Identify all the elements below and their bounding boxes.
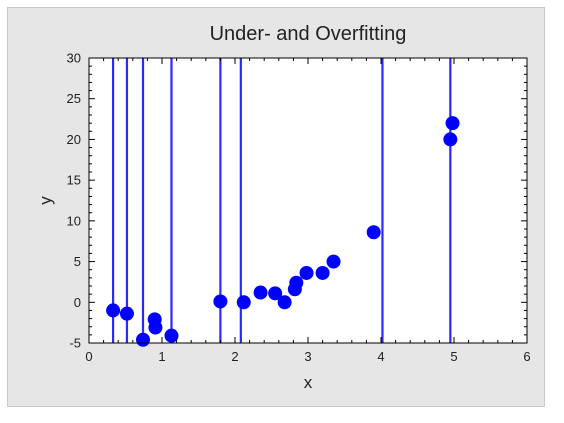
y-tick-label: 10 bbox=[67, 213, 81, 228]
x-tick-label: 2 bbox=[231, 349, 238, 364]
data-point-9 bbox=[268, 286, 283, 301]
data-point-10 bbox=[277, 295, 292, 310]
x-tick-label: 4 bbox=[377, 349, 384, 364]
data-point-17 bbox=[443, 132, 458, 147]
data-point-15 bbox=[326, 254, 341, 269]
chart-title: Under- and Overfitting bbox=[210, 23, 407, 45]
data-point-13 bbox=[299, 265, 314, 280]
data-point-8 bbox=[253, 285, 268, 300]
data-point-5 bbox=[164, 328, 179, 343]
data-point-4 bbox=[148, 320, 163, 335]
y-tick-label: -5 bbox=[69, 336, 81, 351]
y-tick-label: 25 bbox=[67, 91, 81, 106]
chart-figure: Under- and Overfitting 0 1 2 3 4 5 6 -5 0 5 10 15 20… bbox=[7, 7, 545, 407]
x-tick-label: 5 bbox=[450, 349, 457, 364]
y-tick-label: 30 bbox=[67, 51, 81, 66]
y-axis-label: y bbox=[36, 196, 55, 205]
data-point-1 bbox=[119, 306, 134, 321]
chart-svg: Under- and Overfitting 0 1 2 3 4 5 6 -5 0 5 10 15 20… bbox=[36, 23, 531, 392]
x-tick-label: 1 bbox=[158, 349, 165, 364]
x-axis-label: x bbox=[304, 373, 313, 392]
plot-border bbox=[88, 57, 528, 344]
plot-area bbox=[88, 57, 528, 344]
vertical-lines-layer bbox=[111, 58, 452, 343]
y-tick-label: 0 bbox=[74, 295, 81, 310]
data-point-14 bbox=[315, 265, 330, 280]
x-tick-label: 3 bbox=[304, 349, 311, 364]
data-point-0 bbox=[106, 303, 121, 318]
x-tick-label: 6 bbox=[523, 349, 530, 364]
data-point-7 bbox=[236, 295, 251, 310]
data-point-18 bbox=[445, 116, 460, 131]
data-point-16 bbox=[366, 225, 381, 240]
x-tick-label: 0 bbox=[85, 349, 92, 364]
y-tick-label: 15 bbox=[67, 173, 81, 188]
data-point-6 bbox=[213, 294, 228, 309]
data-point-12 bbox=[289, 275, 304, 290]
y-tick-label: 20 bbox=[67, 132, 81, 147]
data-point-2 bbox=[136, 332, 151, 347]
y-tick-label: 5 bbox=[74, 254, 81, 269]
